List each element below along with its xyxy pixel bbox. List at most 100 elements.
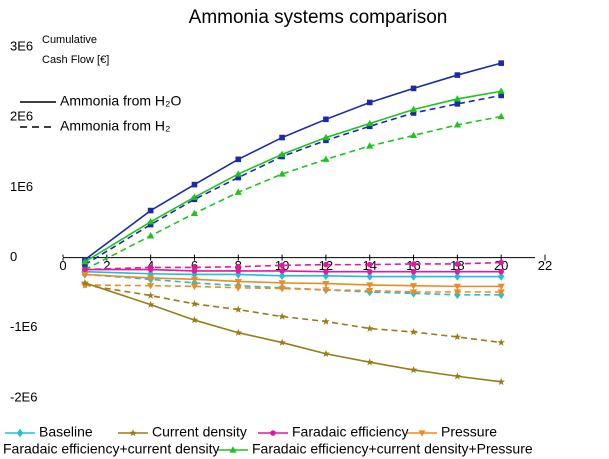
y-axis-label: Cumulative [42,34,97,46]
data-point [278,285,286,293]
series-line [84,284,502,293]
legend-label: Current density [152,424,247,440]
x-tick-label: 22 [538,258,552,273]
data-point [322,133,330,141]
data-point [191,268,198,274]
x-tick-label: 20 [494,258,508,273]
data-point [278,150,286,158]
data-point [366,272,373,281]
data-point [365,358,374,366]
series-line [84,94,502,266]
series-line [84,62,502,261]
data-point [366,99,373,106]
series-line [84,282,502,383]
data-point [322,349,330,358]
series-line [84,284,502,344]
data-point [409,289,418,296]
legend-marker [129,429,137,437]
data-point [81,271,89,279]
data-point [147,275,155,282]
data-point [366,142,374,149]
data-point [454,261,461,267]
data-point [235,268,242,274]
y-tick-label: -1E6 [10,319,37,334]
data-point [410,272,417,281]
data-point [147,283,155,290]
data-point [279,134,285,141]
data-point [322,280,330,288]
series-line [84,270,502,278]
data-point [366,287,374,295]
data-point [497,87,505,94]
data-point [279,262,285,269]
data-point [410,268,417,275]
data-point [322,317,330,325]
data-point [235,156,242,163]
data-point [366,119,374,127]
data-point [190,209,199,216]
data-point [278,312,286,320]
data-point [409,283,418,290]
data-point [453,289,461,296]
data-point [190,316,199,324]
data-point [497,289,505,296]
x-tick-label: 0 [59,258,66,273]
series-line [84,273,502,296]
data-point [410,261,417,267]
data-point [409,105,418,113]
series-line [84,90,502,263]
data-point [453,372,462,380]
data-point [453,95,461,102]
data-point [497,338,505,346]
data-point [498,60,504,66]
data-point [498,268,504,275]
series-line [84,261,502,271]
data-point [235,263,242,270]
data-point [497,283,505,291]
legend-marker [16,428,24,438]
data-point [147,207,154,214]
y-tick-label: 3E6 [10,38,33,53]
data-point [147,217,155,225]
data-point [410,85,417,92]
y-tick-label: 0 [10,249,17,264]
data-point [454,268,461,275]
data-point [453,332,462,341]
series-line [84,268,502,273]
data-point [409,131,418,139]
data-point [323,116,329,123]
y-axis-label: Cash Flow [€] [42,54,109,66]
legend-marker [418,430,426,437]
data-point [366,282,374,289]
legend-label: Ammonia from H₂ [60,118,170,134]
data-point [82,266,88,273]
series-line [84,273,502,288]
data-point [323,268,329,275]
data-point [191,181,198,188]
legend-label: Faradaic efficiency+current density+Pres… [252,441,533,457]
x-tick-label: 2 [103,258,110,273]
data-point [278,271,286,281]
y-tick-label: -2E6 [10,389,37,404]
data-point [190,299,199,308]
data-point [497,377,505,386]
data-point [190,276,199,284]
legend-marker [270,430,276,436]
data-point [409,328,418,336]
data-point [234,305,243,313]
data-point [453,121,461,128]
data-point [190,193,199,200]
data-point [146,300,155,308]
data-point [366,261,373,268]
data-point [234,278,242,286]
data-point [454,101,461,107]
data-point [497,272,505,281]
legend-label: Faradaic efficiency [292,424,408,440]
data-point [322,287,330,294]
data-point [190,283,199,291]
data-point [278,280,286,287]
data-point [279,268,285,274]
data-point [146,291,155,299]
y-tick-label: 1E6 [10,179,33,194]
